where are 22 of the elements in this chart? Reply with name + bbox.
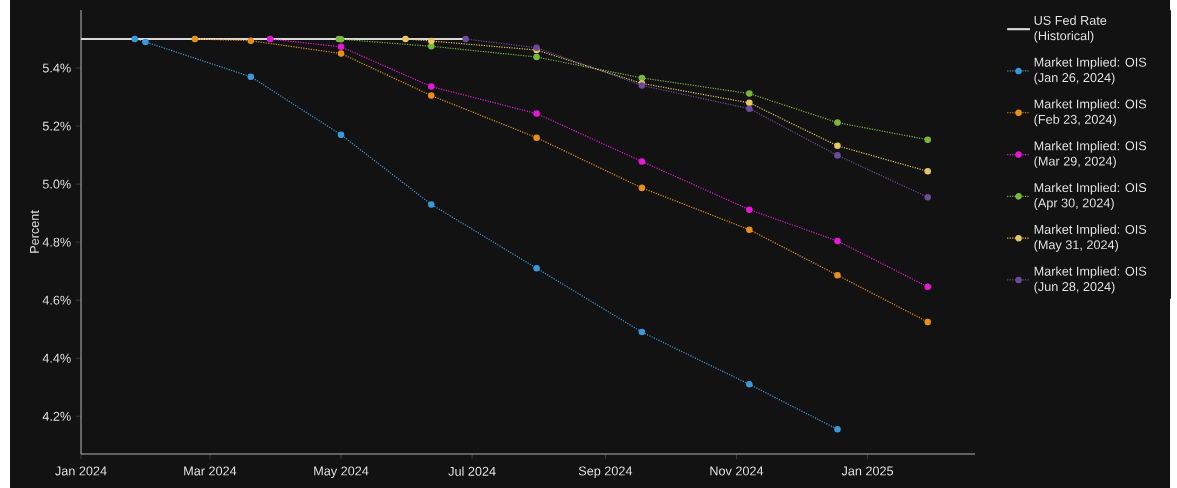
y-tick-label: 4.4% — [42, 353, 71, 363]
x-tick-label: Mar 2024 — [184, 466, 237, 476]
x-tick-label: Sep 2024 — [578, 466, 633, 478]
x-tick-label: May 2024 — [314, 466, 369, 478]
x-tick-label: Jan 2025 — [841, 466, 894, 476]
y-tick-label: 4.6% — [42, 295, 71, 305]
y-tick-label: 4.8% — [42, 237, 71, 247]
y-tick-label: 5.4% — [42, 63, 71, 73]
legend-label: Market Implied: OIS (Feb 23, 2024) — [1034, 99, 1147, 127]
legend-label: Market Implied: OIS (Apr 30, 2024) — [1034, 182, 1147, 210]
x-tick-label: Jan 2024 — [55, 466, 107, 476]
x-tick-label: Nov 2024 — [710, 466, 764, 476]
y-tick-label: 5.0% — [42, 179, 71, 189]
legend-label: US Fed Rate (Historical) — [1034, 15, 1107, 43]
x-tick-label: Jul 2024 — [448, 466, 496, 476]
y-tick-label: 5.2% — [42, 121, 71, 131]
legend-label: Market Implied: OIS (Mar 29, 2024) — [1034, 140, 1147, 169]
legend-label: Market Implied: OIS (Jun 28, 2024) — [1034, 266, 1147, 294]
y-axis-title: Percent — [30, 210, 39, 253]
legend-label: Market Implied: OIS (May 31, 2024) — [1034, 224, 1147, 252]
legend-label: Market Implied: OIS (Jan 26, 2024) — [1034, 57, 1147, 85]
y-tick-label: 4.2% — [42, 411, 71, 421]
